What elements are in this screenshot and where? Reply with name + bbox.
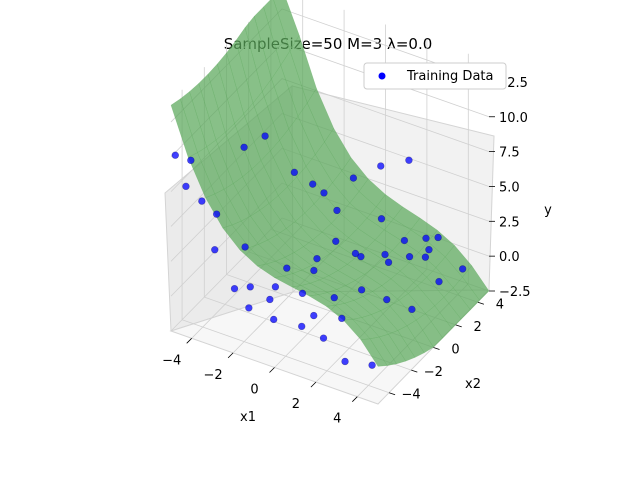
x1-tick-label-4: 4 (333, 412, 341, 427)
training-point-20 (283, 264, 291, 272)
x2-tick-label-4: 4 (496, 297, 504, 312)
legend[interactable]: Training Data (363, 62, 507, 90)
training-point-0 (171, 151, 179, 159)
training-point-26 (240, 143, 248, 151)
training-point-42 (309, 180, 317, 188)
y-tick-label-2: 2.5 (499, 215, 520, 230)
x2-tick-label-3: 2 (474, 320, 482, 335)
training-point-19 (241, 243, 249, 251)
training-point-36 (377, 215, 386, 223)
x1-tick-label-2: 0 (250, 383, 258, 398)
training-point-15 (271, 283, 280, 291)
training-point-39 (349, 174, 358, 182)
surface-patch-11-0 (360, 338, 388, 367)
training-point-38 (434, 233, 442, 242)
training-point-40 (377, 162, 385, 170)
z-axis-label: y (544, 203, 552, 218)
training-point-7 (246, 283, 254, 291)
training-point-11 (298, 322, 306, 331)
x2-tick-mark-0 (388, 392, 396, 396)
x1-tick-mark-0 (186, 338, 192, 344)
training-point-45 (425, 245, 433, 254)
training-point-49 (422, 234, 430, 242)
y-tick-label-4: 7.5 (499, 146, 520, 161)
y-tick-label-3: 5.0 (499, 180, 520, 195)
training-point-37 (400, 236, 409, 245)
x1-tick-label-0: −4 (162, 353, 181, 368)
y-tick-label-0: −2.5 (499, 285, 531, 300)
x2-tick-mark-4 (477, 301, 485, 305)
training-point-18 (338, 314, 346, 323)
training-point-3 (198, 197, 206, 205)
training-point-46 (381, 250, 389, 259)
training-point-34 (435, 277, 443, 286)
training-point-13 (341, 357, 349, 366)
training-point-32 (384, 258, 393, 267)
training-point-22 (330, 293, 338, 302)
legend-label-training-data: Training Data (406, 69, 493, 84)
y-tick-label-5: 10.0 (499, 111, 528, 126)
x2-tick-mark-3 (455, 324, 462, 328)
x-axis-label: x1 (240, 410, 256, 425)
training-point-47 (351, 249, 360, 258)
training-point-35 (458, 265, 467, 273)
legend-box (363, 62, 507, 90)
training-point-8 (245, 304, 253, 312)
x2-tick-label-0: −4 (402, 388, 421, 403)
training-point-6 (230, 284, 239, 293)
training-point-17 (310, 311, 318, 320)
x1-tick-label-3: 2 (292, 397, 300, 412)
training-point-28 (290, 168, 299, 177)
y-tick-label-1: 0.0 (499, 250, 520, 265)
training-point-29 (320, 189, 328, 197)
x2-tick-mark-1 (411, 369, 418, 373)
x1-tick-label-1: −2 (204, 368, 223, 383)
x2-tick-label-2: 0 (451, 343, 459, 358)
x2-tick-label-1: −2 (424, 365, 443, 380)
x1-tick-mark-4 (352, 396, 358, 402)
training-point-16 (298, 289, 307, 298)
training-point-31 (357, 252, 365, 261)
training-point-48 (313, 254, 321, 263)
y-axis-label: x2 (465, 377, 481, 392)
training-point-30 (332, 237, 340, 246)
scatter-points (171, 132, 467, 369)
surface (170, 0, 490, 367)
training-point-14 (368, 361, 376, 369)
training-point-24 (383, 295, 391, 304)
training-point-5 (212, 210, 221, 218)
training-point-33 (405, 252, 414, 261)
training-point-1 (182, 182, 190, 191)
x1-tick-mark-3 (310, 381, 317, 388)
training-point-43 (333, 206, 341, 215)
legend-marker-training-data (378, 72, 386, 80)
x2-tick-mark-2 (433, 347, 440, 350)
training-point-23 (357, 286, 366, 294)
x1-tick-mark-1 (227, 352, 234, 359)
training-point-9 (266, 295, 274, 304)
training-point-25 (408, 305, 416, 314)
training-point-27 (261, 132, 269, 140)
training-point-41 (405, 156, 413, 164)
training-point-44 (421, 253, 430, 261)
training-point-10 (269, 315, 278, 324)
training-point-12 (319, 334, 328, 342)
training-point-21 (310, 266, 318, 275)
x1-tick-mark-2 (269, 367, 275, 373)
training-point-4 (211, 246, 219, 254)
training-point-2 (187, 156, 195, 165)
